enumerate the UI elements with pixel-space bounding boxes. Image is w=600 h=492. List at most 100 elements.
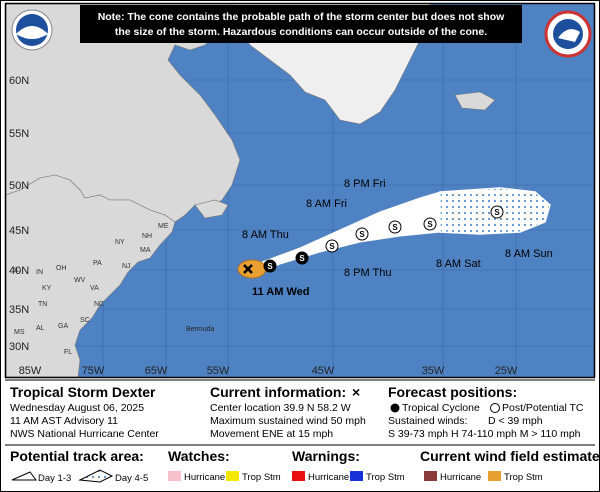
ts-wind-label: Trop Stm <box>504 472 543 483</box>
state-label: NJ <box>122 263 131 270</box>
lon-label: 35W <box>422 365 445 377</box>
state-label: SC <box>80 317 90 324</box>
note-text: Note: The cone contains the probable pat… <box>98 11 505 23</box>
note-box <box>80 5 522 43</box>
state-labels: ME NH NY MA PA NJ OH IN IL WV KY VA NC T… <box>14 223 169 356</box>
wind: Maximum sustained wind 50 mph <box>210 415 366 427</box>
day13-label: Day 1-3 <box>38 473 71 484</box>
ts-warning-label: Trop Stm <box>366 472 405 483</box>
wind-field <box>237 259 267 279</box>
current-title: Current information: <box>210 384 346 400</box>
state-label: WV <box>74 277 86 284</box>
forecast-point <box>295 251 309 265</box>
forecast-label: 8 AM Fri <box>306 198 347 210</box>
day45-icon <box>78 469 114 483</box>
forecast-labels: 11 AM Wed 8 AM Thu 8 PM Thu 8 AM Fri 8 P… <box>242 178 553 298</box>
state-label: IL <box>14 267 20 274</box>
state-label: NC <box>94 301 104 308</box>
ts-watch-label: Trop Stm <box>242 472 281 483</box>
storm-symbol: S <box>392 223 398 232</box>
lon-label: 55W <box>207 365 230 377</box>
forecast-point <box>355 227 369 241</box>
movement: Movement ENE at 15 mph <box>210 428 333 440</box>
forecast-point <box>325 239 339 253</box>
hurricane-watch-label: Hurricane <box>184 472 225 483</box>
hurricane-wind-label: Hurricane <box>440 472 481 483</box>
forecast-point <box>423 217 437 231</box>
state-label: NH <box>142 233 152 240</box>
ranges: S 39-73 mph H 74-110 mph M > 110 mph <box>388 428 581 440</box>
current-symbol: × <box>352 384 360 400</box>
forecast-point <box>490 205 504 219</box>
ts-watch-swatch <box>226 471 239 481</box>
ptc-icon <box>490 403 500 413</box>
forecast-label: 8 AM Sat <box>436 258 481 270</box>
storm-symbol: S <box>359 230 365 239</box>
lat-label: 45N <box>9 225 29 237</box>
lat-labels: 60N 55N 50N 45N 40N 35N 30N <box>9 75 29 353</box>
current-position <box>243 264 253 274</box>
forecast-points: S S S S S S S <box>263 205 504 273</box>
forecast-point <box>263 259 277 273</box>
state-label: FL <box>64 349 72 356</box>
storm-symbol: S <box>427 220 433 229</box>
state-label: MA <box>140 247 151 254</box>
tc-label: Tropical Cyclone <box>402 402 480 414</box>
storm-symbol: S <box>299 254 305 263</box>
lat-label: 55N <box>9 128 29 140</box>
state-label: TN <box>38 301 47 308</box>
forecast-label: 8 PM Fri <box>344 178 386 190</box>
state-label: PA <box>93 260 102 267</box>
ptc-label: Post/Potential TC <box>502 402 584 414</box>
storm-title: Tropical Storm Dexter <box>10 384 156 400</box>
state-label: IN <box>36 269 43 276</box>
noaa-logo <box>11 9 53 51</box>
day13-icon <box>11 471 37 481</box>
state-label: ME <box>158 223 169 230</box>
state-label: OH <box>56 265 67 272</box>
advisory: 11 AM AST Advisory 11 <box>10 415 118 427</box>
track-title: Potential track area: <box>10 448 144 464</box>
state-label: KY <box>42 285 52 292</box>
forecast-label: 8 AM Thu <box>242 229 289 241</box>
lon-label: 85W <box>19 365 42 377</box>
hurricane-wind-swatch <box>424 471 437 481</box>
lon-label: 25W <box>495 365 518 377</box>
storm-symbol: S <box>329 242 335 251</box>
state-label: VA <box>90 285 99 292</box>
location: Center location 39.9 N 58.2 W <box>210 402 351 414</box>
lat-label: 40N <box>9 265 29 277</box>
lon-label: 65W <box>145 365 168 377</box>
forecast-label: 8 AM Sun <box>505 248 553 260</box>
lat-label: 35N <box>9 304 29 316</box>
lat-label: 50N <box>9 180 29 192</box>
map-frame <box>4 2 596 379</box>
lon-labels: 85W 75W 65W 55W 45W 35W 25W <box>19 365 518 377</box>
center: NWS National Hurricane Center <box>10 428 159 440</box>
lon-label: 75W <box>82 365 105 377</box>
state-label: MS <box>14 329 25 336</box>
cone-day-1-3 <box>261 191 441 273</box>
lat-label: 60N <box>9 75 29 87</box>
wind-field-title: Current wind field estimate: <box>420 448 600 464</box>
state-label: GA <box>58 323 68 330</box>
storm-symbol: S <box>267 262 273 271</box>
nws-logo <box>544 10 592 58</box>
date: Wednesday August 06, 2025 <box>10 402 144 414</box>
state-label: NY <box>115 239 125 246</box>
forecast-point <box>388 220 402 234</box>
legend: Potential track area: Day 1-3 Day 4-5 Wa… <box>10 448 600 484</box>
watches-title: Watches: <box>168 448 230 464</box>
place-label: Bermuda <box>186 326 215 333</box>
state-label: AL <box>36 325 45 332</box>
day45-label: Day 4-5 <box>115 473 148 484</box>
tc-icon <box>390 403 400 413</box>
ts-wind-swatch <box>488 471 501 481</box>
hurricane-warning-label: Hurricane <box>308 472 349 483</box>
lon-label: 45W <box>312 365 335 377</box>
hurricane-warning-swatch <box>292 471 305 481</box>
forecast-title: Forecast positions: <box>388 384 517 400</box>
ts-warning-swatch <box>350 471 363 481</box>
d-range: D < 39 mph <box>488 415 543 427</box>
